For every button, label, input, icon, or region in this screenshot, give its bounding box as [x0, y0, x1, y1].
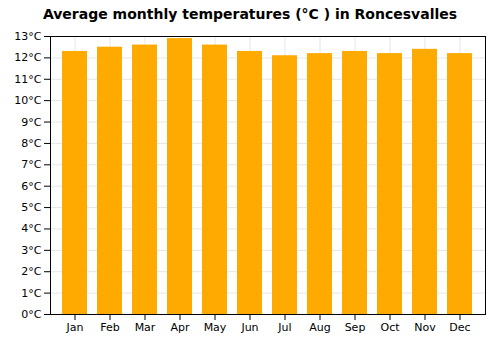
svg-text:Mar: Mar [135, 321, 156, 334]
svg-text:Jun: Jun [240, 321, 258, 334]
svg-text:Feb: Feb [100, 321, 119, 334]
svg-text:11°C: 11°C [14, 73, 41, 86]
svg-text:4°C: 4°C [21, 222, 41, 235]
svg-text:3°C: 3°C [21, 244, 41, 257]
svg-text:Apr: Apr [170, 321, 190, 334]
svg-text:Oct: Oct [380, 321, 400, 334]
svg-text:8°C: 8°C [21, 137, 41, 150]
svg-text:6°C: 6°C [21, 180, 41, 193]
svg-text:Aug: Aug [309, 321, 330, 334]
svg-text:13°C: 13°C [14, 30, 41, 43]
svg-text:1°C: 1°C [21, 287, 41, 300]
svg-text:May: May [204, 321, 227, 334]
svg-text:7°C: 7°C [21, 158, 41, 171]
svg-text:5°C: 5°C [21, 201, 41, 214]
svg-text:9°C: 9°C [21, 116, 41, 129]
svg-text:Jul: Jul [277, 321, 291, 334]
svg-text:2°C: 2°C [21, 265, 41, 278]
svg-text:Sep: Sep [345, 321, 366, 334]
svg-text:Nov: Nov [414, 321, 436, 334]
svg-text:12°C: 12°C [14, 51, 41, 64]
html-text:Average monthly temperatures (: Average monthly temperatures (°C ) in Ro… [42, 6, 458, 22]
svg-text:Jan: Jan [66, 321, 84, 334]
svg-text:Dec: Dec [449, 321, 470, 334]
svg-text:0°C: 0°C [21, 308, 41, 321]
svg-text:10°C: 10°C [14, 94, 41, 107]
